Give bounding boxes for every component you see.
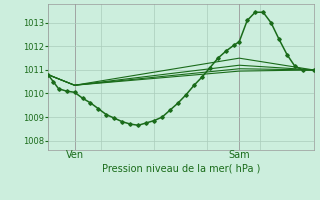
Text: Sam: Sam	[228, 150, 250, 160]
Text: Ven: Ven	[66, 150, 84, 160]
X-axis label: Pression niveau de la mer( hPa ): Pression niveau de la mer( hPa )	[102, 164, 260, 174]
